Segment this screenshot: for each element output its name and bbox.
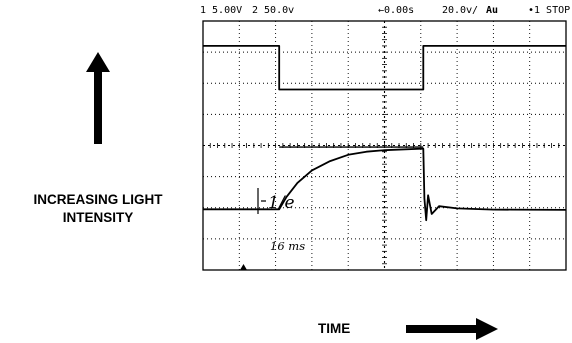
- grid: [203, 21, 567, 270]
- y-axis-label-line2: INTENSITY: [62, 210, 134, 225]
- time-scale: 20.0ⅴ/: [442, 5, 479, 16]
- trigger-marker-bottom: [240, 264, 247, 270]
- traces: [203, 45, 567, 222]
- y-axis-label-line1: INCREASING LIGHT: [33, 192, 163, 207]
- time-constant-annotation: 1/e: [268, 193, 295, 213]
- trace-1: [203, 45, 566, 91]
- x-axis-label: TIME: [318, 321, 351, 336]
- channel-1-scale: 1 5.00V: [200, 5, 243, 16]
- scope-header: 1 5.00V 2 50.0ⅴ ←0.00s 20.0ⅴ/ Au •1 STOP: [200, 3, 571, 19]
- trace-2: [203, 147, 567, 222]
- y-axis-label: INCREASING LIGHT INTENSITY: [0, 191, 196, 227]
- arrow-right-icon: [406, 318, 498, 340]
- run-state: •1 STOP: [528, 5, 571, 16]
- duration-annotation: 16 ms: [270, 239, 305, 253]
- trigger-mode: Au: [486, 5, 499, 16]
- channel-2-scale: 2 50.0ⅴ: [252, 5, 295, 16]
- time-constant-bracket: [257, 188, 266, 214]
- arrow-up-icon: [86, 52, 110, 144]
- time-offset: ←0.00s: [378, 5, 415, 16]
